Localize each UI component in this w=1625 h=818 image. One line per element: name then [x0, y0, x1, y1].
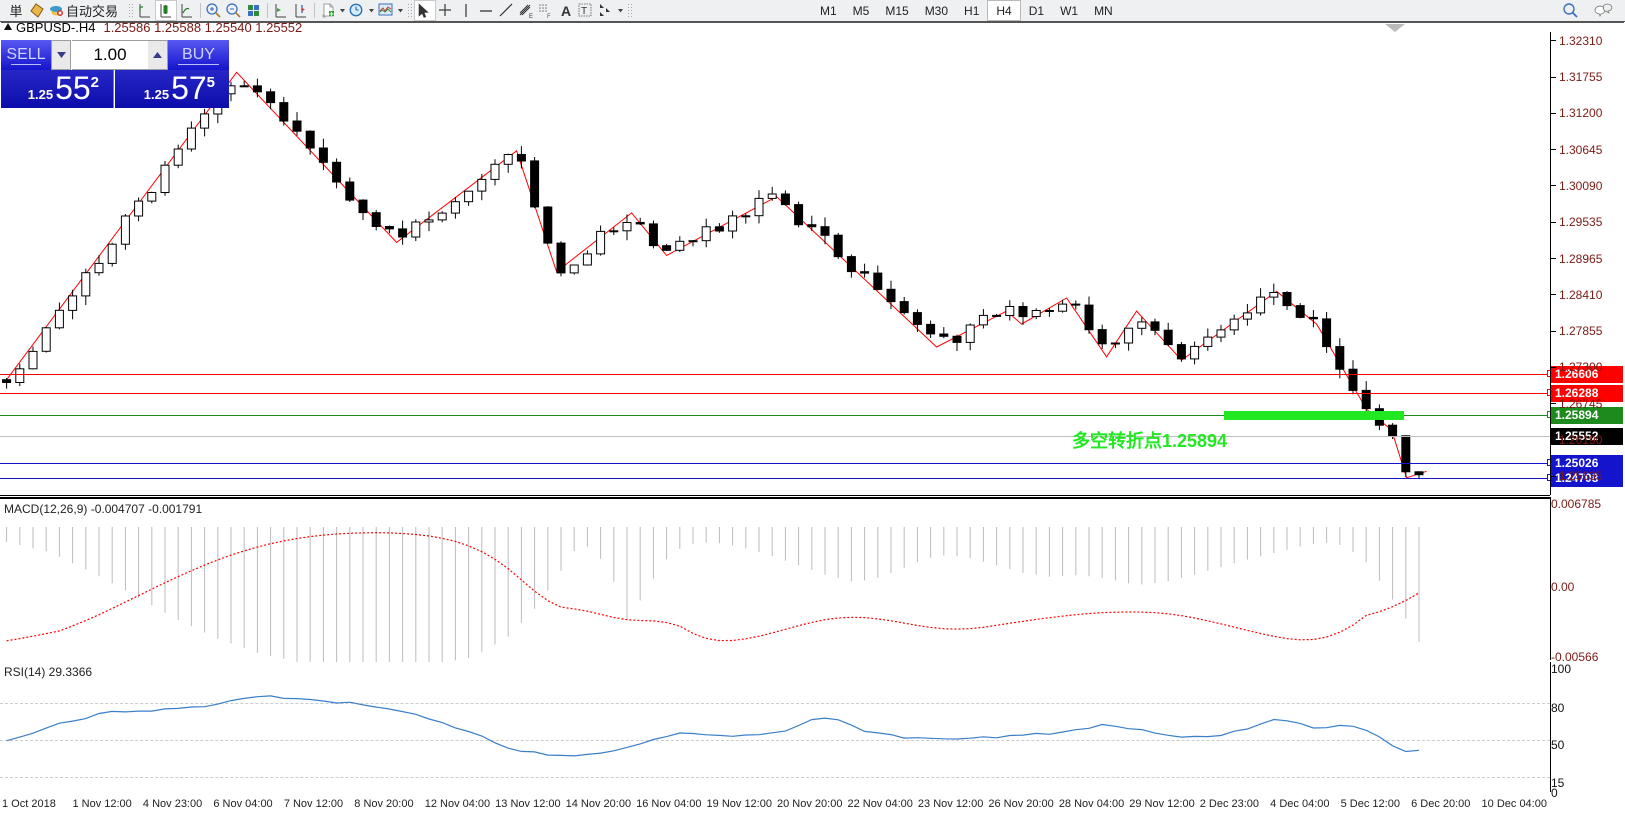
- svg-text:F: F: [547, 14, 551, 19]
- svg-text:E: E: [529, 14, 533, 19]
- svg-text:T: T: [581, 6, 587, 17]
